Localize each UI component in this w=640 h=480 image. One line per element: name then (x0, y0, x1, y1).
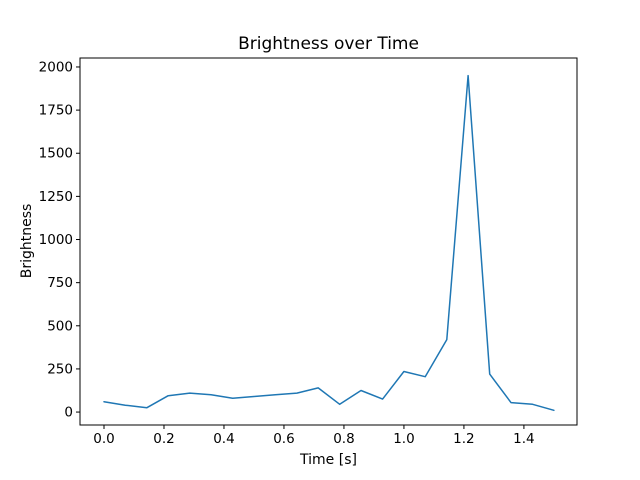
x-tick-label: 0.8 (333, 431, 354, 447)
x-tick-label: 1.0 (393, 431, 414, 447)
y-tick-label: 500 (47, 318, 73, 334)
chart-title: Brightness over Time (238, 34, 419, 54)
x-tick-label: 1.4 (513, 431, 534, 447)
y-tick-label: 1250 (39, 189, 73, 205)
x-tick-label: 0.0 (93, 431, 114, 447)
x-tick-label: 0.4 (213, 431, 234, 447)
y-tick-label: 750 (47, 275, 73, 291)
y-tick-label: 1000 (39, 232, 73, 248)
y-tick-label: 250 (47, 361, 73, 377)
x-tick-label: 0.6 (273, 431, 294, 447)
brightness-data-line (103, 74, 555, 412)
y-tick-label: 1750 (39, 103, 73, 119)
y-tick-label: 2000 (39, 59, 73, 75)
x-tick-label: 1.2 (453, 431, 474, 447)
plot-frame (79, 57, 578, 426)
x-tick-label: 0.2 (153, 431, 174, 447)
y-tick-label: 1500 (39, 146, 73, 162)
y-tick-label: 0 (64, 405, 73, 421)
y-axis-label: Brightness (19, 203, 35, 279)
x-axis-label: Time [s] (300, 452, 357, 468)
